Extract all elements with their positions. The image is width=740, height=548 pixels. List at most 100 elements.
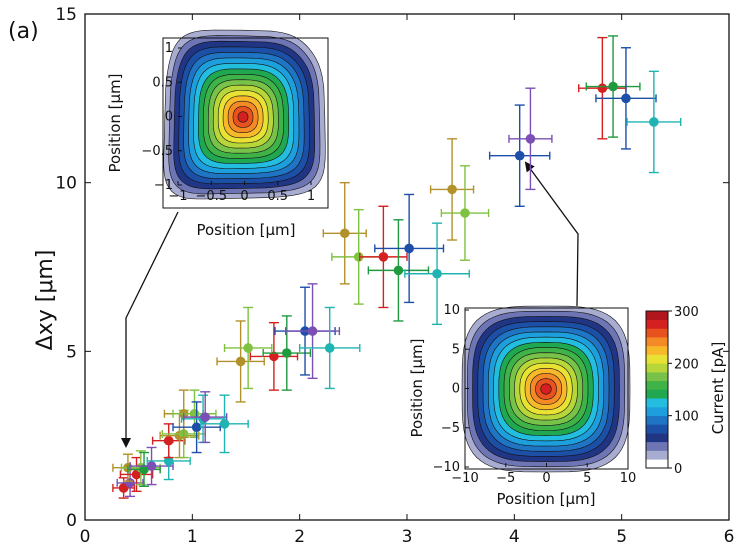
point-marker xyxy=(281,348,292,358)
point-marker xyxy=(525,134,536,144)
point-marker xyxy=(324,343,335,353)
data-point xyxy=(183,391,228,444)
x-tick-label: 2 xyxy=(294,527,305,547)
data-point xyxy=(585,35,641,138)
colorbar-frame xyxy=(645,310,669,469)
colorbar-cell xyxy=(646,372,668,382)
x-tick-label: 4 xyxy=(509,527,520,547)
data-point xyxy=(223,306,273,390)
inset-bottom-contours xyxy=(461,305,631,473)
inset-bottom-xlabel: Position [μm] xyxy=(496,490,595,508)
point-marker xyxy=(353,252,364,262)
inset-y-tick-label: 0.5 xyxy=(152,75,173,90)
data-point xyxy=(216,320,265,403)
data-point xyxy=(298,306,361,390)
colorbar-tick-label: 200 xyxy=(674,357,699,372)
point-marker xyxy=(447,184,457,195)
point-marker xyxy=(219,419,230,429)
inset-x-tick-label: 0 xyxy=(240,189,248,204)
data-point xyxy=(127,451,161,487)
inset-y-tick-label: −0.5 xyxy=(141,144,173,159)
point-marker xyxy=(146,461,157,471)
colorbar-cell xyxy=(646,319,668,329)
colorbar-cell xyxy=(646,345,668,355)
inset-x-tick-label: 0.5 xyxy=(267,189,288,204)
data-point xyxy=(249,321,299,391)
colorbar-cell xyxy=(646,363,668,373)
point-marker xyxy=(432,268,442,279)
data-point xyxy=(129,446,174,486)
y-tick-label: 5 xyxy=(66,342,77,362)
inset-y-tick-label: −5 xyxy=(441,421,460,436)
colorbar-cell xyxy=(646,398,668,408)
x-tick-label: 0 xyxy=(80,527,91,547)
inset-top-ylabel: Position [μm] xyxy=(106,73,124,172)
data-point xyxy=(151,423,186,459)
colorbar-ticks: 300 200 100 0 xyxy=(668,305,699,477)
point-marker xyxy=(621,93,631,104)
contour-level xyxy=(540,383,552,395)
data-points xyxy=(112,35,682,499)
inset-x-tick-label: 0 xyxy=(542,471,550,486)
panel-label: (a) xyxy=(8,19,39,44)
data-point xyxy=(172,401,221,454)
point-marker xyxy=(269,351,279,362)
colorbar-cell xyxy=(646,354,668,364)
data-point xyxy=(322,181,367,285)
point-marker xyxy=(118,483,129,493)
point-marker xyxy=(163,435,174,446)
colorbar-cells xyxy=(646,311,668,469)
inset-top-ticks: −1 −0.5 0 0.5 1 1 0.5 0 −0.5 −1 xyxy=(141,41,315,204)
inset-top-frame xyxy=(162,37,329,209)
point-marker xyxy=(191,422,202,433)
data-point xyxy=(367,219,430,322)
inset-x-tick-label: −1 xyxy=(168,189,187,204)
colorbar-tick-label: 0 xyxy=(674,462,682,477)
colorbar-cell xyxy=(646,433,668,443)
point-marker xyxy=(514,150,525,161)
data-point xyxy=(404,222,470,326)
y-axis-label: Δxy [μm] xyxy=(33,250,58,351)
inset-y-tick-label: 5 xyxy=(452,342,460,357)
colorbar-cell xyxy=(646,424,668,434)
point-marker xyxy=(139,464,149,475)
inset-y-tick-label: 0 xyxy=(452,382,460,397)
inset-bottom-ylabel: Position [μm] xyxy=(408,338,426,437)
inset-top-xlabel: Position [μm] xyxy=(196,221,295,239)
inset-x-tick-label: 10 xyxy=(620,471,637,486)
colorbar-cell xyxy=(646,389,668,399)
colorbar-label: Current [pA] xyxy=(709,342,727,435)
data-point xyxy=(262,315,312,391)
colorbar-tick-label: 300 xyxy=(674,305,699,320)
inset-top: −1 −0.5 0 0.5 1 1 0.5 0 −0.5 −1 Position [μm] Pos… xyxy=(106,29,329,239)
y-tick-label: 10 xyxy=(55,174,77,194)
point-marker xyxy=(393,265,404,276)
data-point xyxy=(595,47,657,150)
colorbar-cell xyxy=(646,415,668,425)
inset-top-contours xyxy=(163,29,326,200)
data-point xyxy=(359,205,408,309)
point-marker xyxy=(649,117,659,127)
inset-y-tick-label: −1 xyxy=(154,178,173,193)
colorbar-tick-label: 100 xyxy=(674,410,699,425)
inset-y-tick-label: 10 xyxy=(443,303,460,318)
x-tick-label: 6 xyxy=(724,527,735,547)
colorbar-cell xyxy=(646,406,668,416)
colorbar-cell xyxy=(646,450,668,460)
data-point xyxy=(119,456,154,493)
inset-y-tick-label: 0 xyxy=(165,110,173,125)
inset-x-tick-label: −0.5 xyxy=(195,189,227,204)
point-marker xyxy=(460,208,470,218)
inset-y-tick-label: 1 xyxy=(165,41,173,56)
point-marker xyxy=(163,456,174,466)
inset-y-tick-label: −10 xyxy=(433,460,460,475)
point-marker xyxy=(404,243,414,254)
inset-x-tick-label: 1 xyxy=(307,189,315,204)
data-point xyxy=(488,104,551,207)
data-point xyxy=(508,87,553,191)
point-marker xyxy=(200,412,211,422)
point-marker xyxy=(125,478,135,488)
colorbar-cell xyxy=(646,337,668,347)
y-tick-label: 15 xyxy=(55,5,77,25)
